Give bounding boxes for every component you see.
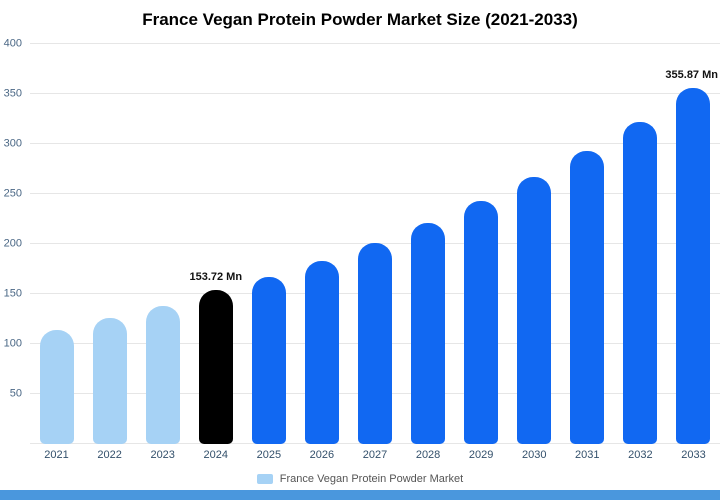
gridline-350	[30, 93, 720, 94]
bar-2030	[517, 177, 552, 444]
bar-2023	[145, 306, 180, 444]
bar-2021	[39, 330, 74, 444]
bar-2025	[251, 277, 286, 444]
x-tick-label-2023: 2023	[150, 449, 175, 461]
bar-2033	[676, 88, 711, 444]
x-tick-label-2033: 2033	[681, 449, 706, 461]
chart-title: France Vegan Protein Powder Market Size …	[142, 10, 578, 29]
x-tick-label-2029: 2029	[468, 449, 494, 461]
x-tick-label-2030: 2030	[521, 449, 547, 461]
bar-2027	[358, 243, 392, 444]
bar-2024	[198, 290, 233, 444]
bar-2026	[304, 261, 339, 444]
y-tick-label-150: 150	[3, 287, 22, 300]
gridline-250	[30, 193, 720, 194]
x-tick-label-2026: 2026	[309, 449, 335, 461]
legend-swatch-icon	[256, 474, 273, 484]
bar-2032	[623, 122, 658, 444]
x-tick-label-2021: 2021	[44, 449, 69, 461]
y-tick-label-350: 350	[3, 87, 22, 100]
bar-2022	[92, 318, 127, 444]
footer-strip	[0, 490, 720, 500]
bar-2031	[570, 151, 605, 444]
x-tick-label-2027: 2027	[362, 449, 388, 461]
bar-2029	[464, 201, 499, 444]
legend: France Vegan Protein Powder Market	[0, 471, 720, 487]
y-tick-label-50: 50	[9, 387, 22, 400]
x-tick-label-2024: 2024	[203, 449, 229, 461]
x-tick-label-2031: 2031	[575, 449, 600, 461]
y-tick-label-100: 100	[3, 337, 22, 350]
legend-label: France Vegan Protein Powder Market	[279, 472, 464, 485]
y-tick-label-300: 300	[3, 137, 22, 150]
x-tick-label-2022: 2022	[97, 449, 122, 461]
value-label-2033: 355.87 Mn	[665, 69, 718, 82]
bar-2028	[411, 223, 446, 444]
x-tick-label-2032: 2032	[628, 449, 653, 461]
gridline-300	[30, 143, 720, 144]
x-tick-label-2028: 2028	[415, 449, 441, 461]
gridline-400	[30, 43, 720, 44]
y-axis: 400 350 300 250 200 150 100 50	[0, 38, 26, 444]
plot-area: 153.72 Mn 355.87 Mn	[30, 43, 720, 444]
y-tick-label-400: 400	[3, 37, 22, 50]
x-axis: 2021 2022 2023 2024 2025 2026 2027 2028 2029 2030…	[30, 450, 720, 464]
value-label-2024: 153.72 Mn	[189, 271, 243, 284]
y-tick-label-250: 250	[3, 187, 22, 200]
y-tick-label-200: 200	[3, 237, 22, 250]
x-tick-label-2025: 2025	[256, 449, 282, 461]
